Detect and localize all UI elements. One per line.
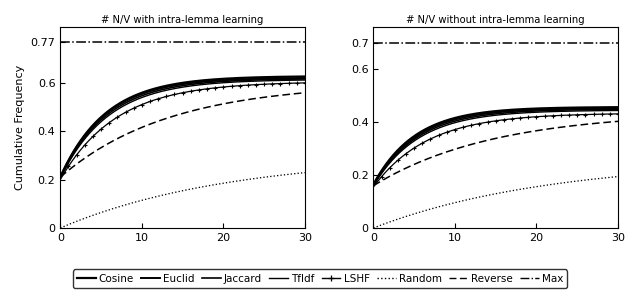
Title: # N/V without intra-lemma learning: # N/V without intra-lemma learning bbox=[406, 15, 585, 25]
Title: # N/V with intra-lemma learning: # N/V with intra-lemma learning bbox=[101, 15, 264, 25]
Y-axis label: Cumulative Frequency: Cumulative Frequency bbox=[15, 65, 25, 190]
Legend: Cosine, Euclid, Jaccard, Tfldf, LSHF, Random, Reverse, Max: Cosine, Euclid, Jaccard, Tfldf, LSHF, Ra… bbox=[72, 270, 568, 288]
